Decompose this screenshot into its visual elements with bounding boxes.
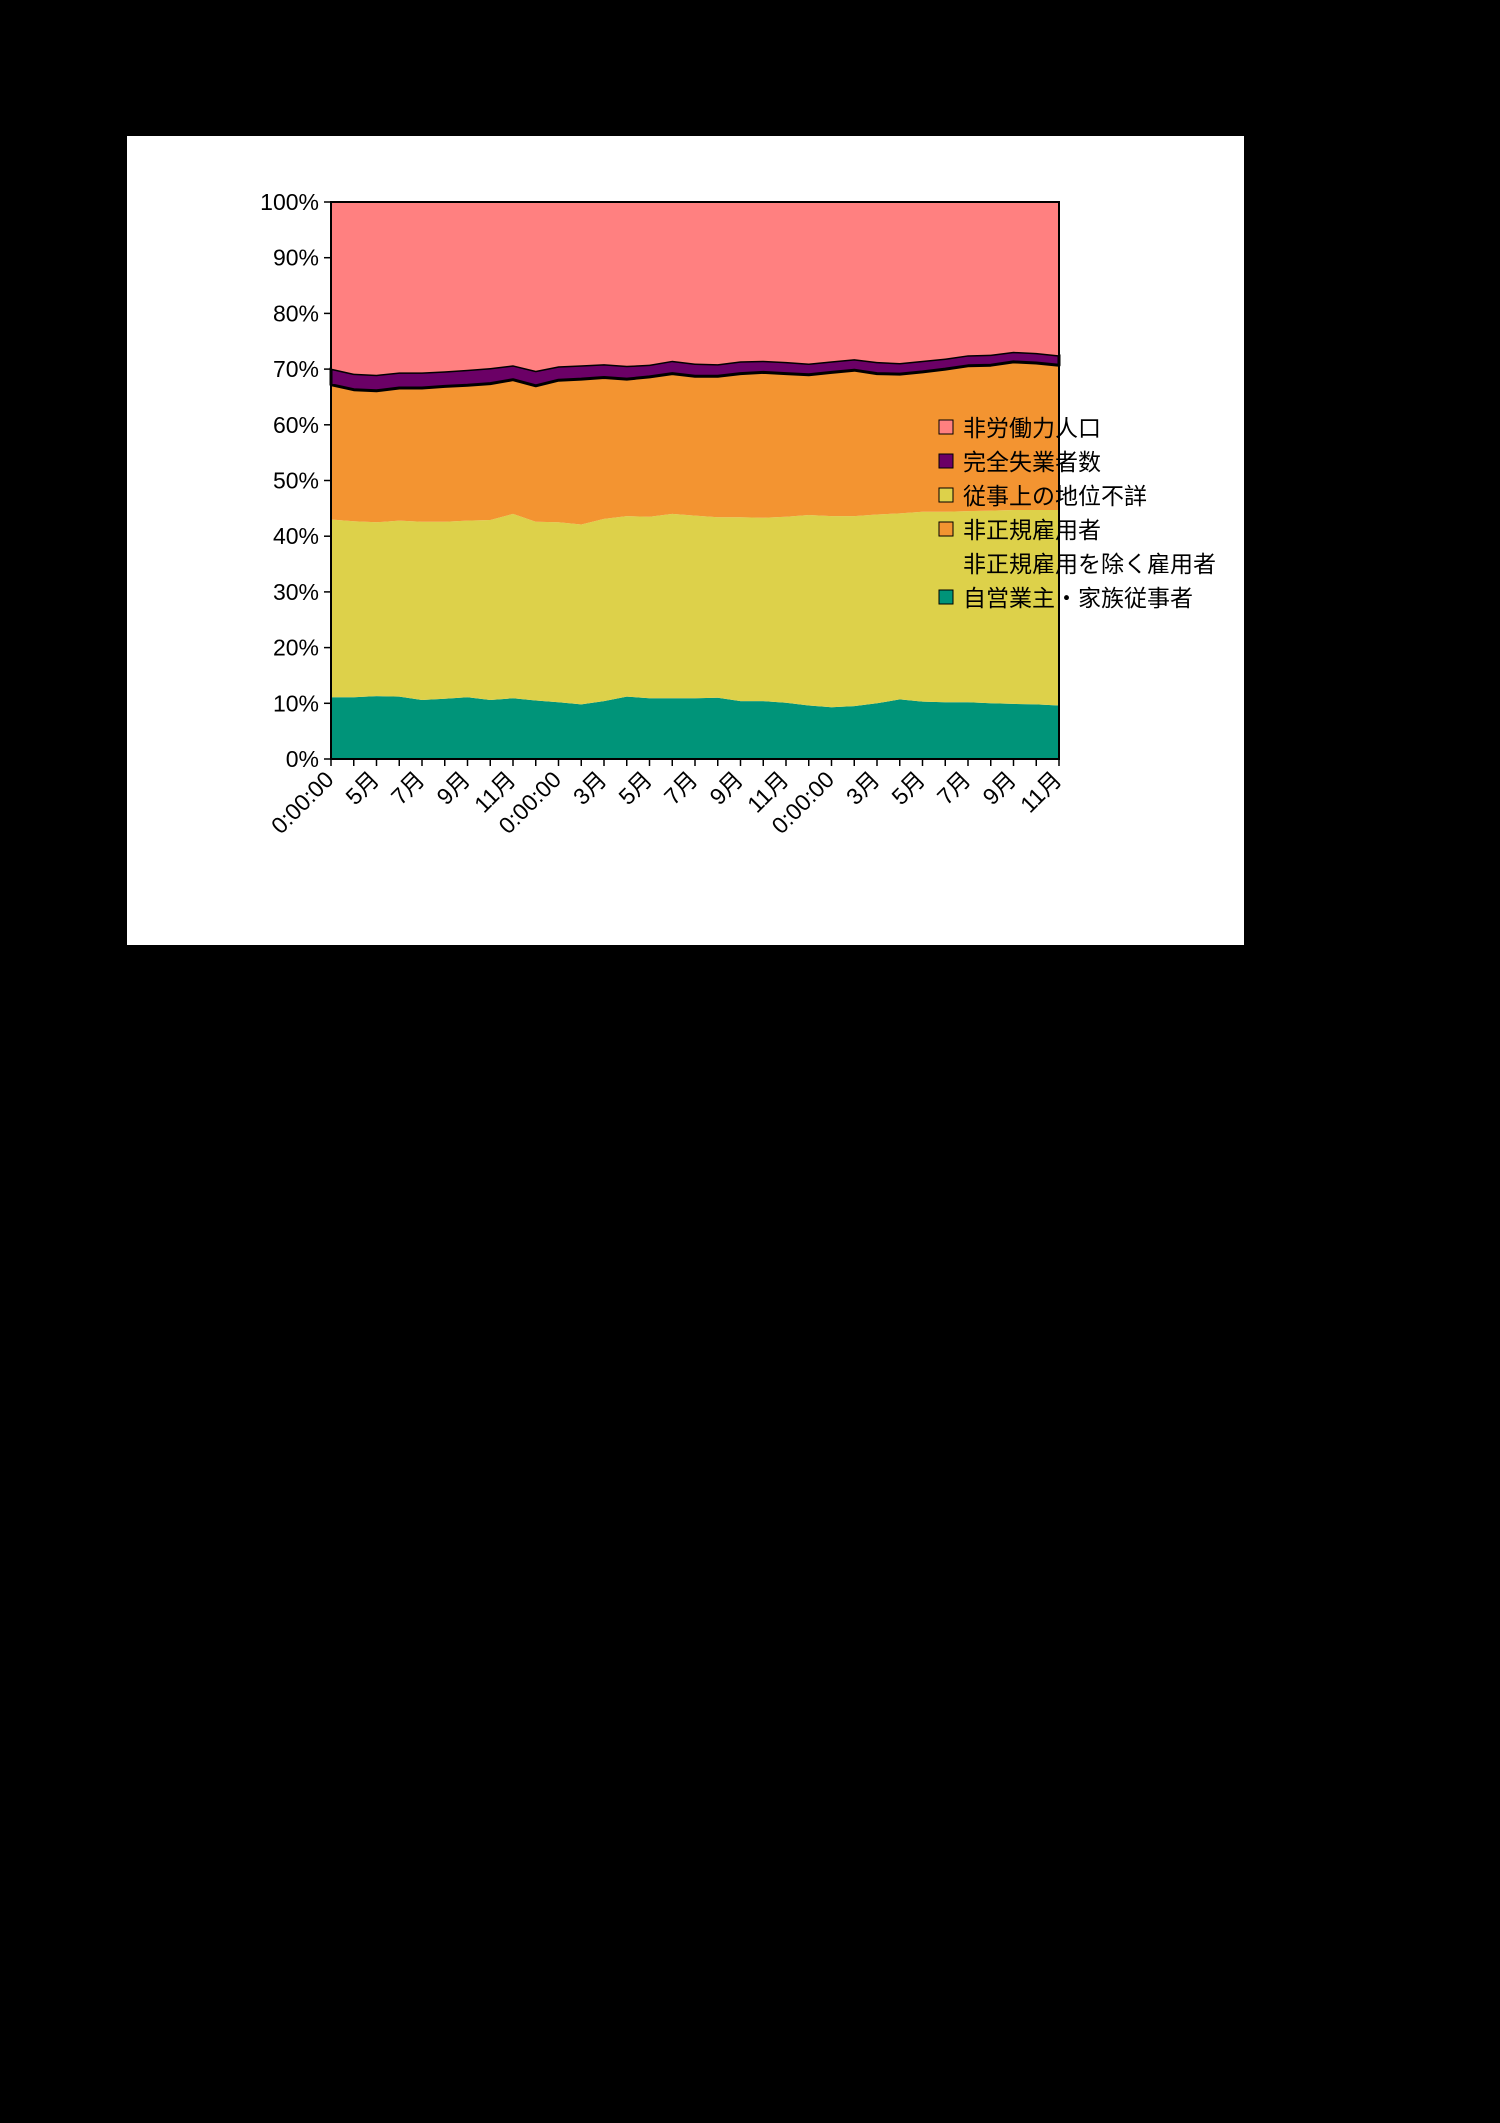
y-tick-label: 40% — [273, 523, 319, 549]
legend-swatch — [938, 521, 954, 537]
y-tick-label: 90% — [273, 245, 319, 271]
legend-label: 非正規雇用を除く雇用者 — [963, 552, 1216, 578]
x-tick-label: 5月 — [886, 766, 930, 810]
legend-swatch — [938, 419, 954, 435]
legend-label: 自営業主・家族従事者 — [963, 586, 1193, 612]
legend-swatch — [938, 487, 954, 503]
stacked-area-chart: 0% 10% 20% 30% 40% 50% 60% 70% 80% 90% 100% 0:00:0… — [260, 189, 1216, 839]
y-tick-label: 70% — [273, 356, 319, 382]
y-tick-label: 60% — [273, 412, 319, 438]
area-series-5 — [331, 202, 1059, 375]
x-tick-label: 5月 — [340, 766, 384, 810]
x-tick-label: 9月 — [977, 766, 1021, 810]
y-tick-label: 10% — [273, 690, 319, 716]
x-tick-label: 0:00:00 — [266, 766, 339, 839]
x-tick-label: 7月 — [932, 766, 976, 810]
legend: 非労働力人口完全失業者数従事上の地位不詳非正規雇用者非正規雇用を除く雇用者自営業… — [938, 416, 1216, 612]
legend-swatch — [938, 453, 954, 469]
legend-label: 従事上の地位不詳 — [963, 484, 1147, 510]
x-tick-label: 7月 — [659, 766, 703, 810]
x-tick-label: 9月 — [704, 766, 748, 810]
series-areas — [329, 202, 1061, 759]
y-axis-ticks: 0% 10% 20% 30% 40% 50% 60% 70% 80% 90% 100% — [260, 189, 331, 772]
y-tick-label: 50% — [273, 468, 319, 494]
legend-label: 非労働力人口 — [963, 416, 1101, 442]
x-tick-label: 7月 — [386, 766, 430, 810]
y-tick-label: 80% — [273, 300, 319, 326]
y-tick-label: 30% — [273, 579, 319, 605]
chart-panel: 0% 10% 20% 30% 40% 50% 60% 70% 80% 90% 100% 0:00:0… — [127, 136, 1244, 945]
y-tick-label: 20% — [273, 635, 319, 661]
area-series-1 — [331, 696, 1059, 759]
legend-label: 非正規雇用者 — [963, 518, 1101, 544]
y-tick-label: 100% — [260, 189, 319, 215]
x-tick-label: 11月 — [1015, 766, 1067, 818]
x-tick-label: 3月 — [568, 766, 612, 810]
y-tick-label: 0% — [286, 746, 319, 772]
area-series-3 — [331, 361, 1059, 525]
legend-swatch — [938, 589, 954, 605]
x-tick-label: 9月 — [431, 766, 475, 810]
area-series-2 — [331, 510, 1059, 708]
x-tick-label: 5月 — [613, 766, 657, 810]
x-tick-label: 3月 — [841, 766, 885, 810]
legend-label: 完全失業者数 — [963, 450, 1101, 476]
